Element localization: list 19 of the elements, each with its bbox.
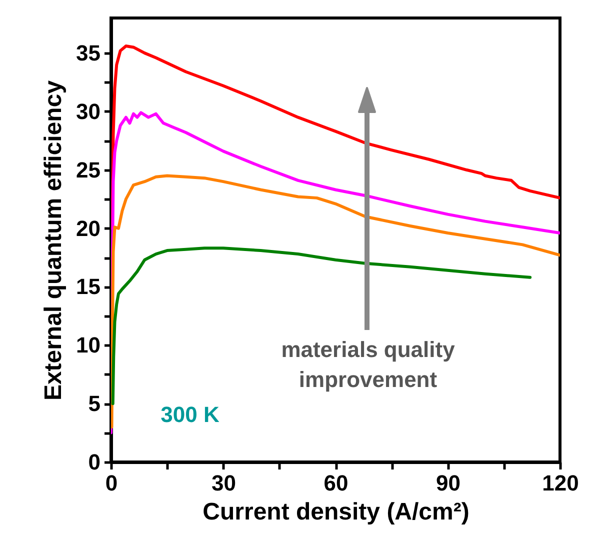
y-tick-label: 0 bbox=[88, 450, 100, 474]
annotation: materials quality improvement bbox=[281, 337, 456, 392]
x-tick-label: 90 bbox=[436, 470, 460, 496]
line-series bbox=[111, 246, 532, 406]
y-tick-label: 5 bbox=[88, 391, 100, 416]
y-tick-label: 15 bbox=[76, 274, 100, 300]
y-tick-label: 25 bbox=[76, 157, 100, 182]
x-tick-label: 0 bbox=[105, 470, 118, 496]
x-tick-label: 60 bbox=[324, 470, 348, 496]
y-axis-title: External quantum efficiency bbox=[40, 80, 68, 401]
x-axis-title: Current density (A/cm²) bbox=[202, 498, 470, 526]
y-tick-label: 20 bbox=[76, 216, 100, 241]
x-tick-label: 30 bbox=[212, 470, 236, 496]
x-tick-label: 120 bbox=[542, 470, 579, 496]
line-series bbox=[111, 174, 560, 428]
y-tick-label: 35 bbox=[76, 40, 100, 66]
y-tick-label: 10 bbox=[76, 332, 100, 358]
y-tick-label: 30 bbox=[76, 98, 100, 124]
annotation: 300 K bbox=[160, 402, 220, 427]
